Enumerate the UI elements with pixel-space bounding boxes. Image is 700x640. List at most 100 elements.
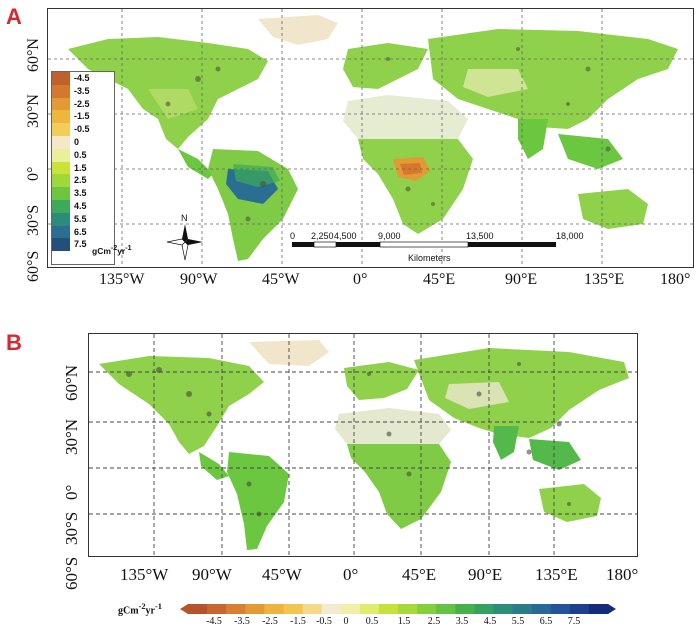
legend-tick-label: 4.5 xyxy=(74,201,87,211)
colorbar-segment xyxy=(283,604,304,614)
panel-b-map xyxy=(88,333,638,557)
na-dry xyxy=(148,89,198,119)
colorbar-min-arrow xyxy=(180,604,188,614)
legend-tick-label: 0.5 xyxy=(74,149,87,160)
lon-label: 180° xyxy=(660,271,691,288)
lon-label: 45°W xyxy=(262,565,302,584)
grid-a xyxy=(48,9,693,267)
asia-dry xyxy=(463,69,528,97)
lat-label: 60°N xyxy=(62,364,81,401)
colorbar-tick-label: -3.5 xyxy=(234,616,250,627)
colorbar-tick-label: -1.5 xyxy=(290,616,306,627)
colorbar-max-arrow xyxy=(608,604,616,614)
legend-swatch xyxy=(52,161,70,175)
legend-tick-label: -4.5 xyxy=(74,73,90,83)
colorbar-segment xyxy=(569,604,590,614)
colorbar-segment xyxy=(207,604,227,614)
se-asia-b xyxy=(529,439,581,470)
legend-swatch xyxy=(52,136,70,149)
colorbar-segment xyxy=(417,604,437,614)
central-america-b xyxy=(199,452,229,480)
lat-label: 60°S xyxy=(25,250,42,282)
central-america xyxy=(178,149,213,179)
legend-unit: gCm-2yr-1 xyxy=(92,244,132,256)
colorbar-segment xyxy=(398,604,418,614)
legend-tick-label: 5.5 xyxy=(74,213,87,224)
lon-label: 90°W xyxy=(180,271,218,288)
lon-label: 90°E xyxy=(505,271,538,288)
colorbar-segment xyxy=(455,604,475,614)
colorbar-tick-label: -4.5 xyxy=(206,616,222,627)
colorbar-tick-label: -2.5 xyxy=(262,616,278,627)
lon-label: 45°W xyxy=(262,271,300,288)
lat-label: 0° xyxy=(25,166,42,181)
scale-bar-tick: 13,500 xyxy=(466,231,494,241)
legend-swatch xyxy=(52,148,70,162)
colorbar-segment xyxy=(378,604,399,614)
asia xyxy=(428,29,678,129)
lon-label: 45°E xyxy=(423,271,456,288)
lat-label: 60°S xyxy=(62,556,81,590)
colorbar-segment xyxy=(245,604,265,614)
africa-north-b xyxy=(335,408,451,444)
lon-label: 135°W xyxy=(120,565,169,584)
legend-swatch xyxy=(52,123,70,136)
colorbar-segment xyxy=(302,604,323,614)
africa xyxy=(358,139,473,234)
scale-bar-unit: Kilometers xyxy=(408,253,451,263)
colorbar-segment xyxy=(474,604,494,614)
legend-tick-label: 1.5 xyxy=(74,162,87,173)
colorbar-tick-label: 5.5 xyxy=(511,616,525,627)
lon-label: 90°E xyxy=(468,565,503,584)
colorbar-segment xyxy=(264,604,284,614)
lon-label: 180° xyxy=(606,565,639,584)
lat-label: 0° xyxy=(62,484,81,500)
legend-swatch xyxy=(52,238,70,252)
legend-swatch xyxy=(52,174,70,188)
scale-bar xyxy=(292,241,556,248)
colorbar-segment xyxy=(531,604,552,614)
asia-b xyxy=(414,348,629,438)
legend-swatch xyxy=(52,225,70,239)
panel-a-map-svg xyxy=(48,9,693,267)
legend-tick-label: -1.5 xyxy=(74,111,90,122)
colorbar-tick-label: 3.5 xyxy=(455,616,469,627)
scale-bar-tick: 9,000 xyxy=(378,231,401,241)
greenland-ice-b xyxy=(249,340,329,366)
colorbar-segment xyxy=(321,604,342,614)
scale-bar-tick: 0 xyxy=(290,231,296,241)
scale-bar-tick: 4,500 xyxy=(334,231,357,241)
legend-tick-label: -3.5 xyxy=(74,85,90,96)
legend-tick-label: 7.5 xyxy=(74,239,87,250)
colorbar xyxy=(180,604,616,614)
greenland-ice xyxy=(258,15,338,45)
lat-label: 30°S xyxy=(62,511,81,545)
colorbar-segment xyxy=(340,604,361,614)
colorbar-tick-label: 2.5 xyxy=(427,616,441,627)
colorbar-segment xyxy=(188,604,208,614)
scale-bar-tick: 18,000 xyxy=(556,231,584,241)
legend-swatch xyxy=(52,84,70,98)
africa-b xyxy=(347,444,451,529)
lat-label: 30°N xyxy=(62,418,81,455)
legend-swatch xyxy=(52,187,70,200)
lon-label: 135°W xyxy=(99,271,145,288)
india-b xyxy=(493,426,519,460)
europe xyxy=(343,43,428,89)
colorbar-segment xyxy=(359,604,380,614)
colorbar-segment xyxy=(493,604,514,614)
lon-label: 45°E xyxy=(402,565,437,584)
legend-swatch xyxy=(52,110,70,124)
legend-tick-label: 0 xyxy=(74,137,80,147)
speckle-a xyxy=(165,47,611,222)
panel-a-legend: -4.5 -3.5 -2.5 -1.5 -0.5 0 0.5 1.5 2.5 3.5 4.5 5.5 6… xyxy=(51,71,132,265)
colorbar-tick-label: 0.5 xyxy=(365,616,379,627)
lon-label: 0° xyxy=(343,565,359,584)
south-america-b xyxy=(227,452,289,550)
legend-swatch xyxy=(52,72,70,85)
north-label: N xyxy=(181,213,188,223)
speckle-b xyxy=(126,362,571,517)
panel-a-letter: A xyxy=(6,4,22,29)
lat-label: 60°N xyxy=(25,38,42,72)
india xyxy=(518,119,548,159)
